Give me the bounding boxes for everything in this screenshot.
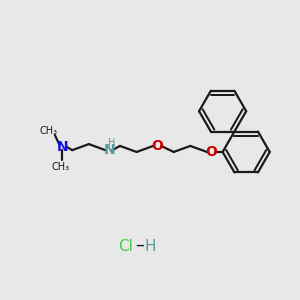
Text: H: H (108, 138, 115, 148)
Text: CH₃: CH₃ (51, 162, 69, 172)
Text: H: H (144, 239, 156, 254)
Text: Cl: Cl (118, 239, 133, 254)
Text: N: N (103, 143, 115, 157)
Text: CH₃: CH₃ (40, 126, 58, 136)
Text: O: O (205, 145, 217, 159)
Text: O: O (151, 139, 163, 153)
Text: –: – (135, 236, 144, 254)
Text: N: N (56, 140, 68, 154)
